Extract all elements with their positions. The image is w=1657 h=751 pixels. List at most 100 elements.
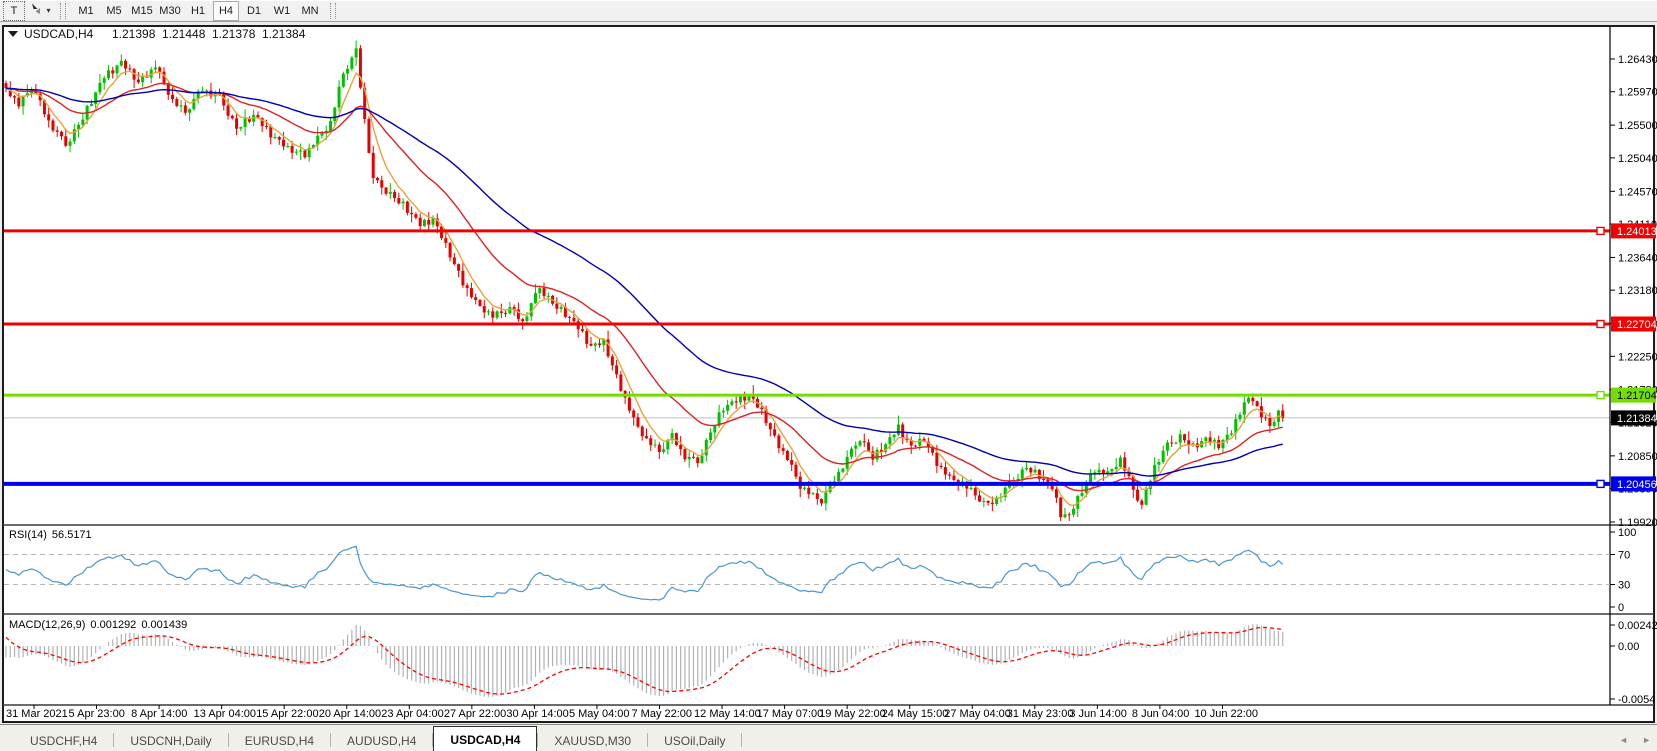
price-tick-label-3: 1.25040	[1618, 153, 1657, 165]
price-tick-label-2: 1.25500	[1618, 120, 1657, 132]
time-tick-label-18: 8 Jun 04:00	[1132, 708, 1190, 720]
tab-separator	[537, 733, 539, 747]
ohlc-low: 1.21378	[212, 27, 256, 41]
text-tool-button[interactable]: T	[3, 0, 25, 21]
moving-averages	[5, 70, 1283, 507]
time-tick-label-15: 27 May 04:00	[944, 708, 1011, 720]
price-tick-label-4: 1.24570	[1618, 186, 1657, 198]
symbol-tab-usdcad[interactable]: USDCAD,H4	[433, 726, 538, 751]
price-tick-label-7: 1.23180	[1618, 285, 1657, 297]
chart-window-frame	[2, 25, 1655, 723]
line-price-badge-text-3: 1.20456	[1617, 479, 1657, 491]
bid-price-badge-text: 1.21384	[1617, 413, 1657, 425]
time-tick-label-0: 31 Mar 2021	[6, 708, 68, 720]
rsi-label: RSI(14) 56.5171	[9, 529, 92, 541]
time-tick-label-6: 23 Apr 04:00	[381, 708, 443, 720]
line-handle-1[interactable]	[1596, 319, 1605, 329]
time-tick-label-13: 19 May 22:00	[819, 708, 886, 720]
toolbar: T ▾ M1 M5 M15 M30 H1 H4 D1 W1 MN	[0, 0, 1657, 22]
tab-separator	[647, 733, 649, 747]
macd-scale-label-2: -0.0054	[1618, 694, 1655, 706]
rsi-scale-label-3: 0	[1618, 602, 1624, 614]
line-price-badge-text-1: 1.22704	[1617, 319, 1657, 331]
symbol-tab-eurusd[interactable]: EURUSD,H4	[244, 734, 315, 748]
symbol-tab-audusd[interactable]: AUDUSD,H4	[347, 734, 417, 748]
price-tick-label-0: 1.26430	[1618, 54, 1657, 66]
time-tick-label-9: 5 May 04:00	[569, 708, 630, 720]
line-handle-0[interactable]	[1596, 226, 1605, 236]
time-tick-label-11: 12 May 14:00	[694, 708, 761, 720]
price-tick-label-6: 1.23640	[1618, 252, 1657, 264]
timeframe-button-d1[interactable]: D1	[246, 4, 262, 17]
price-tick-label-1: 1.25970	[1618, 87, 1657, 99]
rsi-scale-label-0: 100	[1618, 527, 1636, 539]
tab-scrollbar: ◄ ►	[1619, 734, 1651, 746]
timeframe-button-h1[interactable]: H1	[190, 4, 206, 17]
ma-fast-line	[5, 70, 1283, 507]
arrows-tool-button[interactable]: ▾	[27, 1, 53, 21]
time-tick-label-16: 31 May 23:00	[1007, 708, 1074, 720]
price-tick-label-9: 1.22250	[1618, 351, 1657, 363]
line-handle-2[interactable]	[1596, 390, 1605, 400]
chart-title: USDCAD,H4 1.21398 1.21448 1.21378 1.21384	[24, 27, 306, 41]
tab-separator	[113, 733, 115, 747]
arrows-icon	[29, 2, 43, 19]
macd-pane: 0.002429 0.00 -0.0054 MACD(12,26,9)0.001292…	[5, 619, 1657, 706]
symbol-tab-usdcnh[interactable]: USDCNH,Daily	[130, 734, 212, 748]
tab-separator	[741, 733, 743, 747]
bid-price-badge	[1611, 410, 1656, 426]
time-tick-label-12: 17 May 07:00	[757, 708, 824, 720]
time-tick-label-7: 27 Apr 22:00	[444, 708, 506, 720]
rsi-pane: 100 70 30 0 RSI(14) 56.5171	[4, 527, 1636, 614]
toolbar-grip-end	[330, 2, 336, 19]
time-tick-label-4: 15 Apr 22:00	[256, 708, 318, 720]
timeframe-button-m30[interactable]: M30	[159, 4, 181, 17]
timeframe-button-w1[interactable]: W1	[273, 4, 291, 17]
time-tick-label-19: 10 Jun 22:00	[1194, 708, 1258, 720]
time-tick-label-8: 30 Apr 14:00	[506, 708, 568, 720]
tab-scroll-left-icon[interactable]: ◄	[1619, 735, 1629, 745]
rsi-scale-label-2: 30	[1618, 580, 1630, 592]
timeframe-button-mn[interactable]: MN	[301, 4, 319, 17]
chevron-down-icon: ▾	[46, 6, 51, 15]
time-tick-label-10: 7 May 22:00	[632, 708, 693, 720]
chart-context-menu-icon[interactable]	[8, 31, 18, 37]
symbol-tabbar: USDCHF,H4 USDCNH,Daily EURUSD,H4 AUDUSD,H4 U…	[0, 724, 1657, 751]
rsi-scale-label-1: 70	[1618, 550, 1630, 562]
rsi-line	[5, 545, 1284, 601]
ohlc-close: 1.21384	[262, 27, 306, 41]
line-price-badge-text-0: 1.24013	[1617, 226, 1657, 238]
line-price-badge-3	[1611, 476, 1656, 492]
tab-separator	[330, 733, 332, 747]
time-tick-label-2: 8 Apr 14:00	[131, 708, 187, 720]
timeframe-toolbar: M1 M5 M15 M30 H1 H4 D1 W1 MN	[72, 0, 324, 21]
macd-signal-line	[5, 626, 1283, 695]
timeframe-button-m5[interactable]: M5	[106, 4, 122, 17]
candlestick-series	[4, 40, 1285, 522]
ohlc-open: 1.21398	[112, 27, 156, 41]
timeframe-button-h4[interactable]: H4	[213, 0, 239, 21]
tab-scroll-right-icon[interactable]: ►	[1642, 735, 1651, 745]
symbol-tab-xauusd[interactable]: XAUUSD,M30	[554, 734, 632, 748]
line-price-badge-2	[1611, 387, 1656, 403]
time-tick-label-3: 13 Apr 04:00	[194, 708, 256, 720]
timeframe-button-m15[interactable]: M15	[131, 4, 153, 17]
tab-separator	[432, 733, 434, 747]
timeframe-button-m1[interactable]: M1	[78, 4, 94, 17]
ma-slow-line	[5, 87, 1283, 477]
symbol-tab-usoil[interactable]: USOil,Daily	[664, 734, 726, 748]
line-price-badge-text-2: 1.21704	[1617, 390, 1657, 402]
price-tick-label-14: 1.19920	[1618, 517, 1657, 529]
symbol-tab-usdchf[interactable]: USDCHF,H4	[30, 734, 98, 748]
time-tick-label-17: 3 Jun 14:00	[1069, 708, 1127, 720]
ohlc-high: 1.21448	[162, 27, 206, 41]
line-handle-3[interactable]	[1596, 479, 1605, 489]
price-tick-label-12: 1.20850	[1618, 451, 1657, 463]
time-tick-label-1: 5 Apr 23:00	[69, 708, 125, 720]
macd-label: MACD(12,26,9) 0.001292 0.001439	[9, 619, 187, 631]
macd-scale-label-0: 0.002429	[1618, 620, 1657, 632]
macd-scale-label-1: 0.00	[1618, 641, 1639, 653]
line-price-badge-1	[1611, 316, 1656, 332]
